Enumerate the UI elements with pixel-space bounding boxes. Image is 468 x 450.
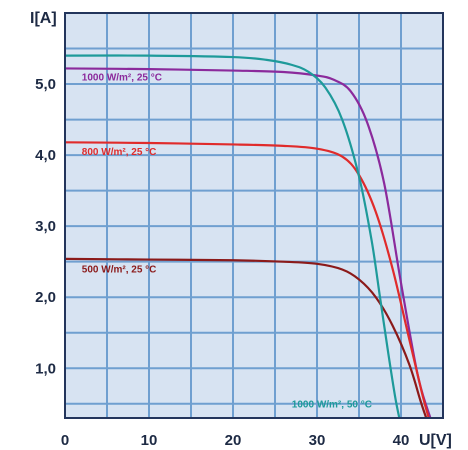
tick-labels: 0 10 20 30 40 1,0 2,0 3,0 4,0 5,0 <box>35 76 409 449</box>
series-label: 1000 W/m², 25 °C <box>82 73 162 84</box>
y-tick-label: 4,0 <box>35 147 56 164</box>
series-curve <box>64 54 401 419</box>
series-label: 1000 W/m², 50 °C <box>292 399 372 410</box>
series-curve <box>64 67 432 419</box>
x-tick-label: 20 <box>225 432 242 449</box>
grid-lines <box>65 13 443 418</box>
x-tick-label: 30 <box>309 432 326 449</box>
series-curve <box>64 257 428 419</box>
series-curve <box>64 141 430 419</box>
y-tick-label: 3,0 <box>35 218 56 235</box>
plot-frame <box>64 12 444 419</box>
x-axis-title: U[V] <box>419 432 452 449</box>
y-tick-label: 5,0 <box>35 76 56 93</box>
x-tick-label: 10 <box>141 432 158 449</box>
series-label: 800 W/m², 25 °C <box>82 147 157 158</box>
x-tick-label: 40 <box>393 432 410 449</box>
x-tick-label: 0 <box>61 432 69 449</box>
plot-area <box>65 13 443 418</box>
curves: 1000 W/m², 25 °C 800 W/m², 25 °C 500 W/m²,… <box>64 54 432 419</box>
y-tick-label: 1,0 <box>35 360 56 377</box>
series-label: 500 W/m², 25 °C <box>82 264 157 275</box>
y-tick-label: 2,0 <box>35 289 56 306</box>
y-axis-title: I[A] <box>30 10 57 27</box>
